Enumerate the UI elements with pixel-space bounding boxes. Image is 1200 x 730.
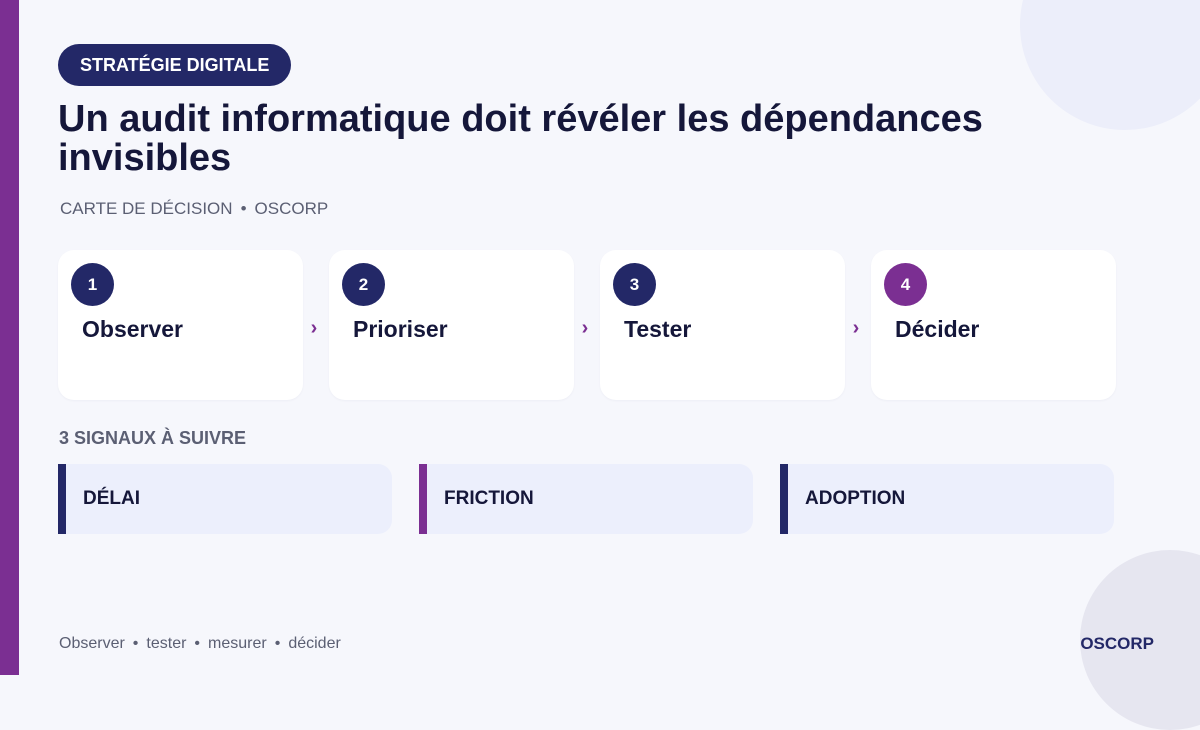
footer-word: Observer	[59, 635, 125, 652]
chevron-right-icon: ›	[310, 317, 318, 339]
chevron-right-icon: ›	[581, 317, 589, 339]
step-card-observer: 1 Observer	[58, 250, 303, 400]
signal-card-delai: DÉLAI	[58, 464, 392, 534]
step-label: Prioriser	[353, 316, 448, 342]
step-card-prioriser: 2 Prioriser	[329, 250, 574, 400]
signal-label: DÉLAI	[83, 488, 140, 509]
step-number-badge: 4	[884, 263, 927, 306]
footer-separator: •	[132, 635, 139, 652]
signal-label: ADOPTION	[805, 488, 906, 509]
signal-accent-bar	[58, 464, 66, 534]
subtitle: CARTE DE DÉCISION • OSCORP	[60, 199, 328, 219]
subtitle-kind: CARTE DE DÉCISION	[60, 199, 233, 218]
footer-separator: •	[274, 635, 281, 652]
signals-heading: 3 SIGNAUX À SUIVRE	[59, 428, 247, 448]
chevron-right-icon: ›	[852, 317, 860, 339]
step-card-decider: 4 Décider	[871, 250, 1116, 400]
step-number-badge: 2	[342, 263, 385, 306]
footer-word: tester	[146, 635, 187, 652]
subtitle-brand: OSCORP	[254, 199, 329, 218]
footer-word: mesurer	[208, 635, 267, 652]
step-number-badge: 3	[613, 263, 656, 306]
footer-brand: OSCORP	[1080, 634, 1154, 653]
signal-label: FRICTION	[444, 488, 534, 509]
footer-separator: •	[194, 635, 201, 652]
footer-word: décider	[288, 635, 341, 652]
category-badge: STRATÉGIE DIGITALE	[58, 44, 292, 86]
left-accent-bar	[0, 0, 19, 675]
subtitle-separator: •	[240, 199, 247, 218]
signal-accent-bar	[780, 464, 788, 534]
step-label: Décider	[895, 316, 980, 342]
step-label: Tester	[624, 316, 692, 342]
page-title: Un audit informatique doit révéler les d…	[58, 98, 983, 179]
step-label: Observer	[82, 316, 184, 342]
footer-process: Observer • tester • mesurer • décider	[59, 635, 341, 653]
step-number-badge: 1	[71, 263, 114, 306]
signal-accent-bar	[419, 464, 427, 534]
signal-card-adoption: ADOPTION	[780, 464, 1114, 534]
step-card-tester: 3 Tester	[600, 250, 845, 400]
signal-card-friction: FRICTION	[419, 464, 753, 534]
